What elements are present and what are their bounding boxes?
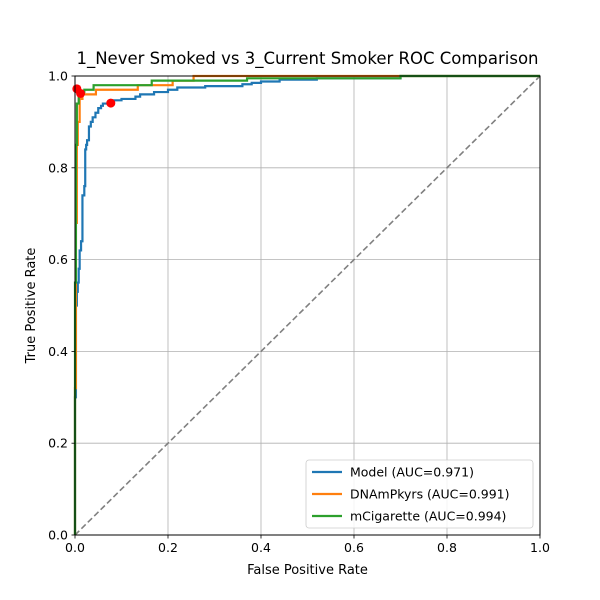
x-tick-label: 0.2 [158, 540, 178, 555]
legend-box [305, 459, 534, 529]
x-tick-label: 0.8 [437, 540, 457, 555]
y-tick-label: 0.4 [48, 344, 68, 359]
grid-lines [74, 75, 541, 536]
y-tick-label: 0.6 [48, 252, 68, 267]
y-tick-label: 0.2 [48, 436, 68, 451]
x-tick-label: 0.0 [65, 540, 85, 555]
x-axis-label: False Positive Rate [247, 563, 368, 578]
chart-title: 1_Never Smoked vs 3_Current Smoker ROC C… [76, 49, 538, 69]
chance-diagonal-line [74, 75, 541, 536]
legend: Model (AUC=0.971) DNAmPkyrs (AUC=0.991) mC… [305, 459, 534, 529]
legend-label-3: mCigarette (AUC=0.994) [350, 509, 506, 524]
y-tick-label: 0.8 [48, 160, 68, 175]
y-tick-label: 0.0 [48, 528, 68, 543]
y-axis-label: True Positive Rate [24, 248, 39, 365]
chance-line [74, 75, 541, 536]
x-tick-label: 1.0 [530, 540, 550, 555]
roc-curve-series-1 [73, 74, 540, 535]
x-axis-ticks: 0.0 0.2 0.4 0.6 0.8 1.0 [65, 535, 550, 555]
legend-label-2: DNAmPkyrs (AUC=0.991) [350, 487, 510, 502]
plot-frame [74, 75, 541, 536]
y-tick-label: 1.0 [48, 69, 68, 84]
x-tick-label: 0.6 [344, 540, 364, 555]
optimal-threshold-point-3 [72, 84, 82, 94]
optimal-threshold-point-1 [106, 98, 116, 108]
legend-label-1: Model (AUC=0.971) [350, 465, 474, 480]
x-tick-label: 0.4 [251, 540, 271, 555]
y-axis-ticks: 0.0 0.2 0.4 0.6 0.8 1.0 [48, 69, 75, 543]
